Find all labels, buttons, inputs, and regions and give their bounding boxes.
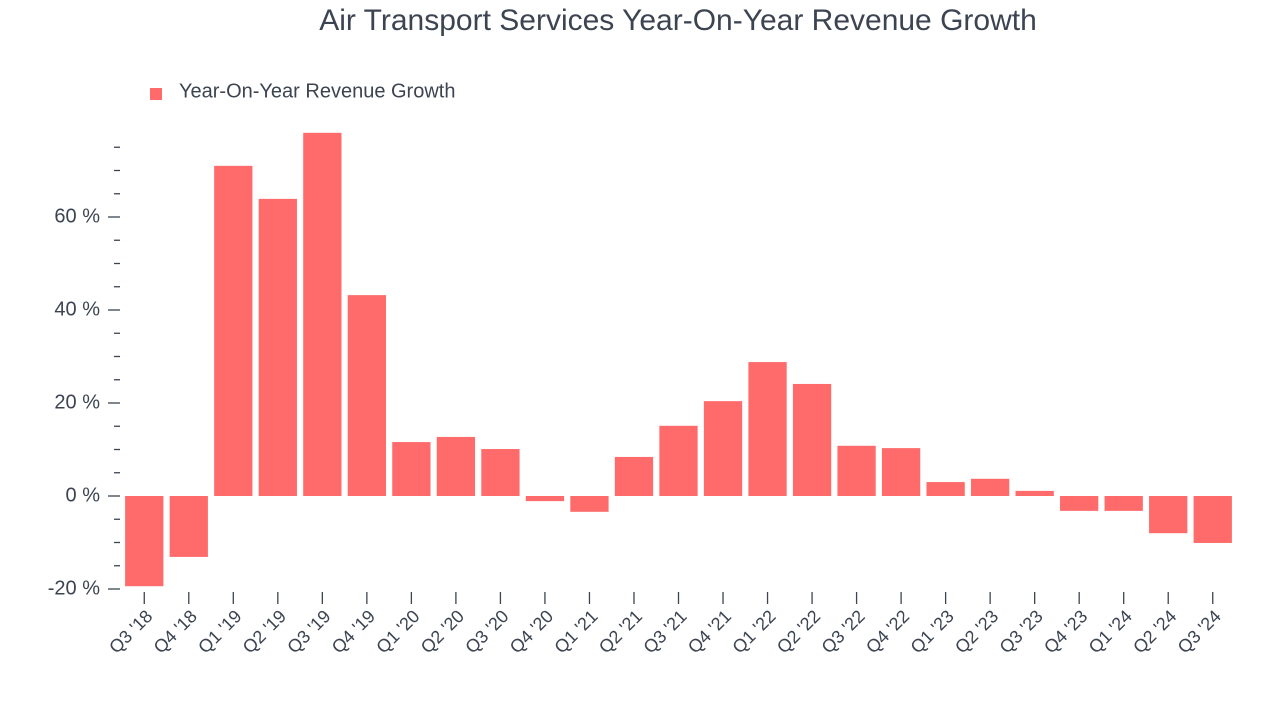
y-tick-label: 60 % <box>54 205 100 227</box>
x-tick-label: Q1 '19 <box>194 606 245 657</box>
bar <box>881 448 921 496</box>
x-tick-label: Q3 '23 <box>996 606 1047 657</box>
bar <box>748 362 787 496</box>
x-tick-label: Q2 '19 <box>239 606 290 657</box>
bar <box>347 295 387 496</box>
bar <box>392 442 431 496</box>
x-tick-label: Q3 '19 <box>283 606 334 657</box>
x-tick-label: Q4 '19 <box>328 606 379 657</box>
x-tick-label: Q4 '18 <box>150 606 201 657</box>
bar <box>1015 490 1054 496</box>
bar <box>1104 496 1143 511</box>
y-tick-label: 20 % <box>54 391 100 413</box>
bar <box>436 436 476 496</box>
bar <box>1149 496 1188 534</box>
x-tick-label: Q1 '23 <box>907 606 958 657</box>
bar <box>481 449 520 496</box>
x-tick-label: Q1 '20 <box>372 606 423 657</box>
y-tick-label: 0 % <box>66 484 101 506</box>
y-tick-label: 40 % <box>54 298 100 320</box>
y-tick-label: -20 % <box>48 577 100 599</box>
bar <box>214 165 253 496</box>
chart-title: Air Transport Services Year-On-Year Reve… <box>319 4 1037 37</box>
x-tick-label: Q2 '21 <box>595 606 646 657</box>
x-tick-label: Q1 '21 <box>550 606 601 657</box>
x-tick-label: Q4 '21 <box>684 606 735 657</box>
bar <box>926 482 965 496</box>
legend-swatch <box>150 88 162 100</box>
x-tick-label: Q3 '22 <box>818 606 869 657</box>
bar <box>659 425 698 496</box>
bar <box>703 401 743 496</box>
bar <box>970 478 1010 496</box>
bar <box>1193 496 1232 543</box>
x-tick-label: Q4 '23 <box>1040 606 1091 657</box>
x-tick-label: Q3 '20 <box>461 606 512 657</box>
x-tick-label: Q3 '24 <box>1174 606 1225 657</box>
x-tick-label: Q2 '24 <box>1129 606 1180 657</box>
bar <box>614 456 654 496</box>
x-tick-label: Q2 '20 <box>417 606 468 657</box>
bar <box>837 445 876 496</box>
x-tick-label: Q4 '22 <box>862 606 913 657</box>
x-tick-label: Q3 '18 <box>105 606 156 657</box>
x-tick-label: Q4 '20 <box>506 606 557 657</box>
bar <box>169 496 208 557</box>
x-tick-label: Q3 '21 <box>639 606 690 657</box>
bar <box>258 198 297 497</box>
bar <box>525 496 565 502</box>
bar <box>1060 496 1099 511</box>
x-tick-label: Q2 '22 <box>773 606 824 657</box>
x-tick-label: Q1 '24 <box>1085 606 1136 657</box>
bar <box>792 383 832 496</box>
bar <box>570 496 609 512</box>
legend-label: Year-On-Year Revenue Growth <box>179 80 455 102</box>
bar <box>125 496 164 587</box>
x-tick-label: Q1 '22 <box>728 606 779 657</box>
x-tick-label: Q2 '23 <box>951 606 1002 657</box>
bar <box>303 132 342 496</box>
